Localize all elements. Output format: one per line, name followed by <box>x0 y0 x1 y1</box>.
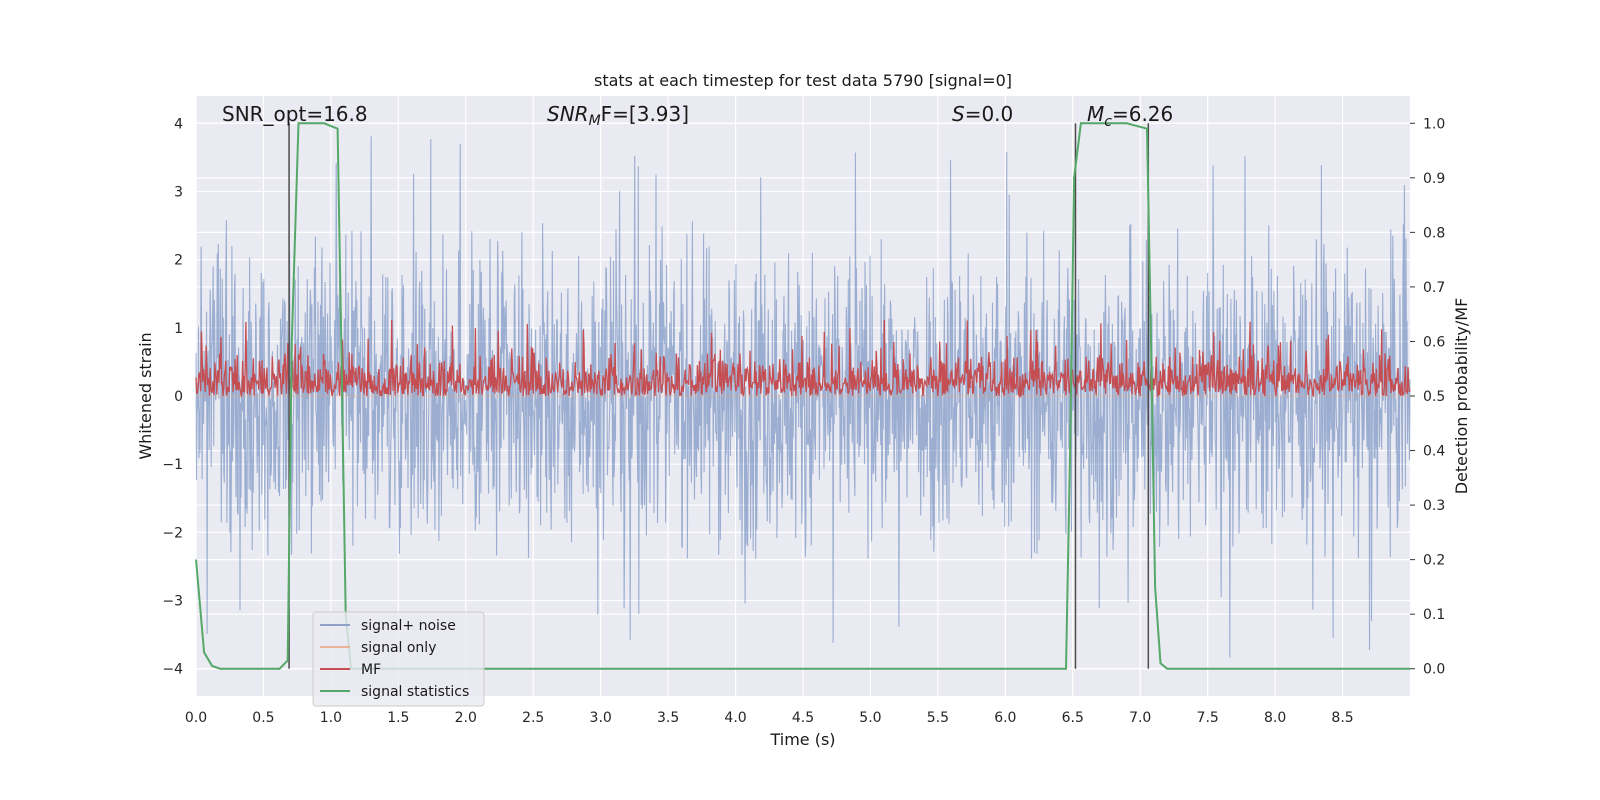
y2-tick-label: 0.3 <box>1423 498 1445 514</box>
legend: signal+ noise signal only MF signal stat… <box>312 611 485 707</box>
x-tick-label: 3.0 <box>590 710 612 726</box>
signal-statistics-series <box>195 122 1410 670</box>
y-tick-label: 3 <box>174 184 183 200</box>
y2-tick-label: 0.2 <box>1423 553 1445 569</box>
y-axis-label: Whitened strain <box>136 332 155 459</box>
annotation-mc: Mc=6.26 <box>1087 102 1173 130</box>
y2-tick-label: 0.7 <box>1423 280 1445 296</box>
annotation-snr-mf: SNRMF=[3.93] <box>547 102 689 129</box>
x-axis-label: Time (s) <box>769 730 835 749</box>
x-tick-label: 6.5 <box>1062 710 1084 726</box>
x-tick-label: 2.5 <box>522 710 544 726</box>
y2-tick-label: 0.5 <box>1423 389 1445 405</box>
x-tick-label: 4.5 <box>792 710 814 726</box>
x-tick-label: 6.0 <box>994 710 1016 726</box>
x-tick-label: 7.5 <box>1197 710 1219 726</box>
x-tick-label: 4.0 <box>724 710 746 726</box>
legend-box <box>312 611 485 707</box>
x-tick-label: 5.0 <box>859 710 881 726</box>
y2-axis-label: Detection probability/MF <box>1452 298 1471 495</box>
mf-series <box>195 319 1411 399</box>
x-tick-label: 8.5 <box>1331 710 1353 726</box>
x-tick-label: 1.0 <box>320 710 342 726</box>
x-tick-label: 2.0 <box>455 710 477 726</box>
axis-ticks: 0.0 0.5 1.0 1.5 2.0 2.5 3.0 3.5 4.0 4.5 5.0 5.5 6.0 6… <box>162 116 1445 726</box>
y-tick-label: −2 <box>162 525 183 541</box>
chart-title: stats at each timestep for test data 579… <box>594 71 1012 90</box>
signal-noise-line <box>195 136 1411 658</box>
y-tick-label: −3 <box>162 594 183 610</box>
x-tick-label: 0.5 <box>252 710 274 726</box>
annotation-s: S=0.0 <box>952 102 1013 126</box>
y-tick-label: 0 <box>174 389 183 405</box>
y2-tick-label: 0.1 <box>1423 607 1445 623</box>
y2-tick-label: 0.9 <box>1423 171 1445 187</box>
signal-statistics-line <box>195 122 1410 670</box>
x-tick-label: 7.0 <box>1129 710 1151 726</box>
annotation-snr-opt: SNR_opt=16.8 <box>222 102 368 126</box>
x-tick-label: 5.5 <box>927 710 949 726</box>
mf-line <box>195 319 1411 399</box>
x-tick-label: 1.5 <box>387 710 409 726</box>
y2-tick-label: 0.8 <box>1423 225 1445 241</box>
x-tick-label: 8.0 <box>1264 710 1286 726</box>
y-tick-label: −4 <box>162 662 183 678</box>
x-tick-label: 0.0 <box>185 710 207 726</box>
y2-tick-label: 0.6 <box>1423 334 1445 350</box>
y-tick-label: 4 <box>174 116 183 132</box>
y-tick-label: 2 <box>174 253 183 269</box>
y2-tick-label: 0.0 <box>1423 662 1445 678</box>
signal-noise-series <box>195 136 1411 658</box>
legend-label-signal-statistics: signal statistics <box>361 684 469 700</box>
y-tick-label: 1 <box>174 321 183 337</box>
y2-tick-label: 0.4 <box>1423 444 1445 460</box>
legend-label-signal-noise: signal+ noise <box>361 618 456 634</box>
y-tick-label: −1 <box>162 457 183 473</box>
legend-label-mf: MF <box>361 662 381 678</box>
y2-tick-label: 1.0 <box>1423 116 1445 132</box>
legend-label-signal-only: signal only <box>361 640 436 656</box>
x-tick-label: 3.5 <box>657 710 679 726</box>
